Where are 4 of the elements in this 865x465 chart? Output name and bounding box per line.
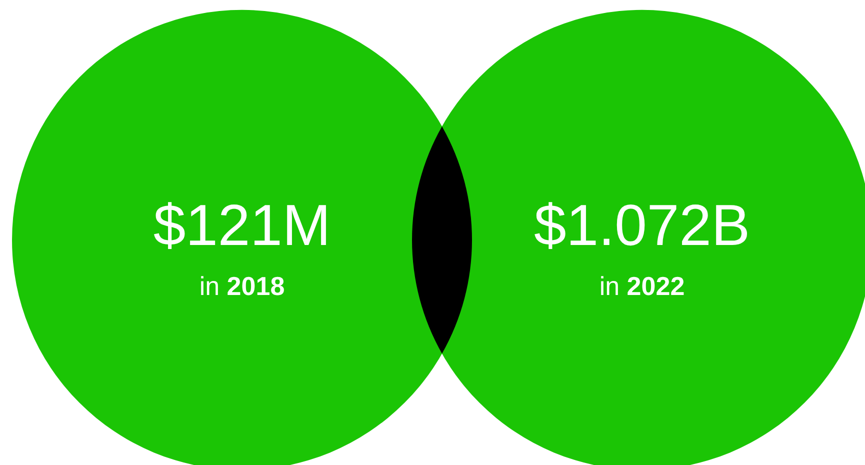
data-label: $1.072B [534,193,750,258]
category-label: in 2022 [599,271,685,301]
data-label: $121M [153,193,331,258]
category-label: in 2018 [199,271,285,301]
